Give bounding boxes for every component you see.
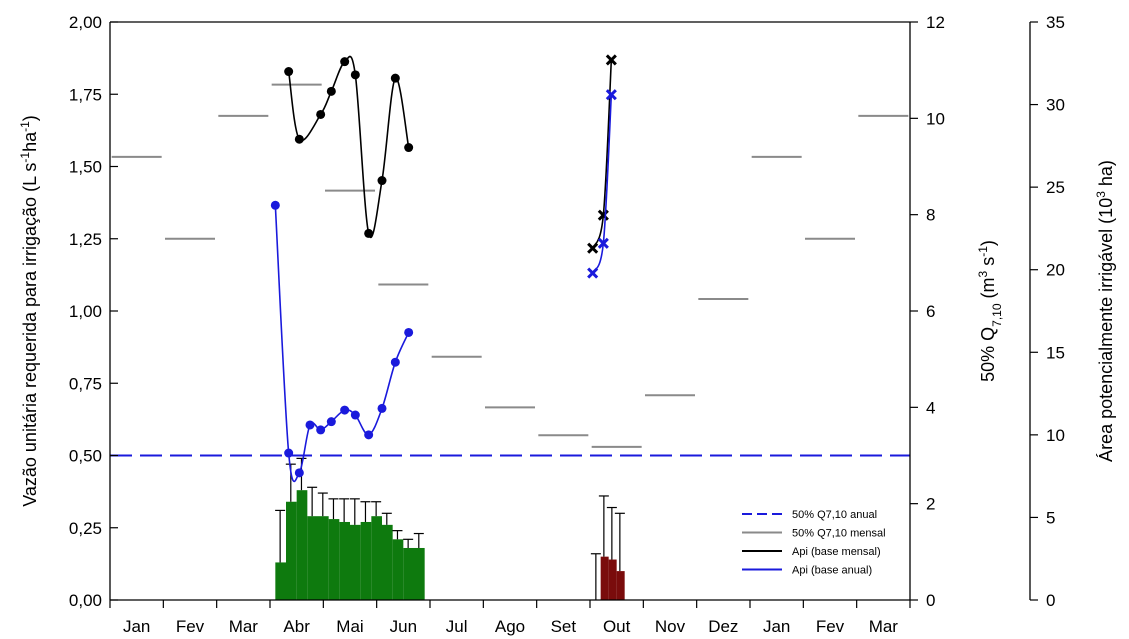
month-label-9: Out: [603, 617, 631, 636]
month-label-12: Jan: [763, 617, 790, 636]
bar-green-7: [350, 524, 361, 600]
legend: 50% Q7,10 anual 50% Q7,10 mensal Api (base…: [742, 509, 886, 577]
api-anual-circle-point-9: [377, 403, 387, 413]
api-anual-circle-point-11: [404, 327, 414, 337]
api-anual-circle-point-7: [350, 410, 360, 420]
bar-green-0: [275, 562, 286, 600]
api-mensal-circle-point-3: [326, 86, 336, 96]
api-mensal-circle-point-5: [350, 70, 360, 80]
right-tick-label-5: 25: [1046, 178, 1065, 197]
api-mensal-circle-point-1: [294, 134, 304, 144]
api-anual-circle-point-10: [390, 357, 400, 367]
bar-red-3: [616, 571, 625, 600]
bar-red-2: [608, 559, 617, 600]
bar-green-4: [318, 516, 329, 600]
bar-green-2: [296, 490, 308, 600]
api-anual-circle-point-8: [364, 430, 374, 440]
api-anual-circle-point-4: [316, 425, 326, 435]
bar-green-6: [339, 521, 350, 600]
api-anual-circle-point-2: [294, 468, 304, 478]
api-mensal-circle-point-4: [340, 57, 350, 67]
month-label-14: Mar: [869, 617, 899, 636]
middle-tick-label-3: 6: [926, 302, 935, 321]
bar-green-11: [392, 539, 404, 600]
left-tick-label-8: 2,00: [69, 13, 102, 32]
right-axis-label: Área potencialmente irrigável (103 ha): [1094, 160, 1116, 462]
right-tick-label-1: 5: [1046, 508, 1055, 527]
right-tick-label-6: 30: [1046, 96, 1065, 115]
bar-green-12: [403, 547, 414, 600]
api-anual-circle-point-0: [270, 200, 280, 210]
middle-tick-label-5: 10: [926, 109, 945, 128]
right-tick-label-3: 15: [1046, 343, 1065, 362]
legend-label-3: Api (base anual): [792, 565, 872, 577]
api-mensal-cross-point-0: [587, 242, 599, 254]
legend-label-1: 50% Q7,10 mensal: [792, 528, 886, 540]
left-tick-label-5: 1,25: [69, 230, 102, 249]
api-anual-circle-point-1: [284, 448, 294, 458]
middle-tick-label-4: 8: [926, 206, 935, 225]
left-tick-label-2: 0,50: [69, 447, 102, 466]
bar-green-3: [307, 516, 318, 600]
left-tick-label-7: 1,75: [69, 85, 102, 104]
middle-tick-label-6: 12: [926, 13, 945, 32]
left-axis-label: Vazão unitária requerida para irrigação …: [18, 115, 40, 507]
api-mensal-cross-point-2: [605, 54, 617, 66]
api-anual-cross-point-1: [597, 237, 609, 249]
month-label-0: Jan: [123, 617, 150, 636]
api-anual-circle-line: [274, 205, 410, 482]
plot-layer: [110, 54, 910, 600]
axes-layer: 0,00 0,25 0,50 0,75 1,00 1,25 1,50 1,75 2,00 0 2 4 6…: [18, 13, 1116, 636]
month-label-10: Nov: [655, 617, 686, 636]
api-mensal-circle-point-2: [316, 109, 326, 119]
api-mensal-circle-point-7: [377, 176, 387, 186]
month-label-5: Jun: [390, 617, 417, 636]
right-tick-label-4: 20: [1046, 261, 1065, 280]
api-mensal-circle-point-9: [404, 143, 414, 153]
api-anual-circle-point-5: [326, 417, 336, 427]
bar-green-1: [286, 501, 297, 600]
api-mensal-circle-line: [287, 55, 410, 238]
right-tick-label-2: 10: [1046, 426, 1065, 445]
left-tick-label-6: 1,50: [69, 158, 102, 177]
middle-tick-label-0: 0: [926, 591, 935, 610]
bar-green-13: [414, 547, 425, 600]
left-tick-label-4: 1,00: [69, 302, 102, 321]
left-tick-label-0: 0,00: [69, 591, 102, 610]
bar-red-1: [600, 556, 609, 600]
legend-label-2: Api (base mensal): [792, 546, 881, 558]
middle-axis-label: 50% Q7,10 (m3 s-1): [976, 240, 1004, 382]
middle-tick-label-2: 4: [926, 398, 935, 417]
middle-tick-label-1: 2: [926, 495, 935, 514]
api-anual-circle-point-6: [340, 405, 350, 415]
bar-green-8: [360, 521, 372, 600]
bar-green-10: [382, 524, 393, 600]
legend-label-0: 50% Q7,10 anual: [792, 509, 877, 521]
month-label-3: Abr: [283, 617, 310, 636]
month-label-11: Dez: [708, 617, 738, 636]
api-anual-circle-point-3: [305, 420, 315, 430]
month-label-4: Mai: [336, 617, 363, 636]
api-mensal-circle-point-0: [284, 67, 294, 77]
month-label-6: Jul: [446, 617, 468, 636]
month-label-2: Mar: [229, 617, 259, 636]
api-mensal-circle-point-8: [390, 73, 400, 83]
left-tick-label-3: 0,75: [69, 374, 102, 393]
api-mensal-circle-point-6: [364, 228, 374, 238]
right-tick-label-0: 0: [1046, 591, 1055, 610]
month-label-1: Fev: [176, 617, 205, 636]
left-tick-label-1: 0,25: [69, 519, 102, 538]
bar-green-5: [328, 519, 340, 600]
month-label-8: Set: [551, 617, 577, 636]
right-tick-label-7: 35: [1046, 13, 1065, 32]
month-label-7: Ago: [495, 617, 525, 636]
api-anual-cross-point-2: [605, 89, 617, 101]
month-label-13: Fev: [816, 617, 845, 636]
bar-green-9: [371, 516, 382, 600]
api-anual-cross-point-0: [587, 267, 599, 279]
